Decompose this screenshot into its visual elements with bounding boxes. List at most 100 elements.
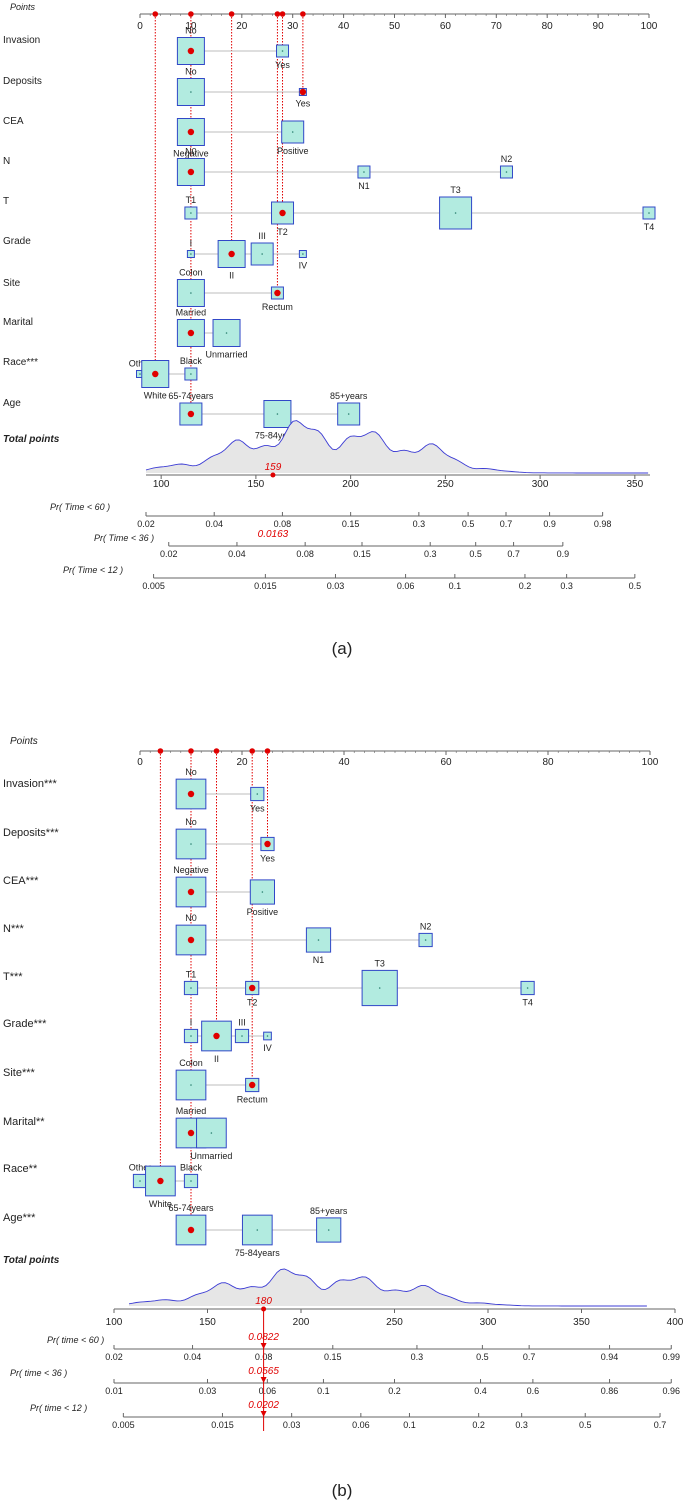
points-axis-tick-label: 60 (440, 757, 452, 768)
probability-axis-title: Pr( time < 12 ) (30, 1403, 87, 1413)
level-label: N2 (501, 154, 513, 164)
selected-level-marker (187, 128, 195, 136)
total-points-title: Total points (3, 434, 60, 445)
variable-name: N*** (3, 923, 25, 935)
level-label: 75-84years (235, 1248, 281, 1258)
density-fill (128, 1269, 647, 1306)
points-axis-tick-label: 40 (338, 757, 350, 768)
level-box-center (190, 843, 192, 845)
probability-axis-tick-label: 0.7 (507, 549, 520, 559)
level-label: Unmarried (206, 350, 248, 360)
level-box (176, 118, 205, 146)
probability-axis-tick-label: 0.3 (424, 549, 437, 559)
level-box-center (648, 212, 650, 214)
probability-axis-tick-label: 0.5 (462, 519, 475, 529)
probability-axis-tick-label: 0.06 (397, 581, 415, 591)
total-points-tick-label: 200 (342, 479, 359, 490)
level-label: Negative (173, 865, 209, 875)
level-label: 65-74years (168, 391, 214, 401)
total-points-marker (270, 472, 276, 478)
level-label: Yes (296, 99, 311, 109)
points-axis-marker (264, 748, 271, 754)
probability-axis-tick-label: 0.96 (662, 1386, 680, 1396)
selected-level-marker (228, 250, 235, 258)
points-axis-tick-label: 100 (641, 21, 658, 32)
selected-level-marker (152, 370, 159, 378)
variable-name: Race** (3, 1163, 38, 1175)
total-points-tick-label: 300 (532, 479, 549, 490)
probability-axis-tick-label: 0.94 (601, 1352, 619, 1362)
level-label: N1 (358, 181, 370, 191)
level-box-center (261, 891, 264, 893)
probability-axis-tick-label: 0.2 (519, 581, 532, 591)
level-box-center (276, 413, 279, 415)
probability-axis-tick-label: 0.5 (476, 1352, 489, 1362)
total-points-marked-label: 180 (255, 1296, 272, 1307)
total-points-tick-label: 300 (480, 1317, 497, 1328)
level-label: White (149, 1199, 172, 1209)
points-axis-marker (279, 11, 286, 17)
level-box-center (190, 987, 192, 989)
points-axis-marker (188, 11, 194, 17)
total-points-tick-label: 150 (199, 1317, 216, 1328)
level-label: N0 (185, 147, 197, 157)
level-label: Other (129, 1162, 152, 1172)
probability-axis-tick-label: 0.015 (254, 581, 277, 591)
total-points-tick-label: 400 (667, 1317, 684, 1328)
level-label: Negative (173, 149, 209, 159)
points-axis-marker (152, 11, 159, 17)
points-axis-tick-label: 0 (137, 757, 143, 768)
level-label: No (185, 767, 197, 777)
points-axis-marker (249, 748, 255, 754)
level-label: II (214, 1054, 219, 1064)
probability-marked-label: 0.0163 (258, 529, 289, 540)
probability-axis-tick-label: 0.04 (228, 549, 246, 559)
level-label: N1 (313, 955, 325, 965)
level-label: No (185, 26, 197, 36)
level-box-center (210, 1132, 213, 1134)
level-box-center (327, 1229, 330, 1231)
probability-axis-tick-label: 0.02 (160, 549, 178, 559)
points-axis-tick-label: 90 (593, 21, 605, 32)
variable-name: Marital** (3, 1116, 45, 1128)
probability-axis-tick-label: 0.015 (211, 1420, 234, 1430)
level-label: N2 (420, 921, 432, 931)
level-box-center (291, 131, 294, 133)
probability-axis-tick-label: 0.7 (523, 1352, 536, 1362)
probability-axis-tick-label: 0.86 (601, 1386, 619, 1396)
points-axis-tick-label: 100 (642, 757, 659, 768)
selected-level-marker (187, 888, 195, 896)
selected-level-marker (299, 88, 307, 96)
points-axis-marker (228, 11, 235, 17)
points-axis-title: Points (10, 2, 36, 12)
probability-axis-tick-label: 0.98 (594, 519, 612, 529)
probability-axis-tick-label: 0.005 (142, 581, 165, 591)
probability-axis-tick-label: 0.99 (662, 1352, 680, 1362)
probability-axis-tick-label: 0.9 (557, 549, 570, 559)
variable-name: Deposits (3, 76, 42, 87)
density-line (145, 420, 649, 474)
selected-level-marker (187, 936, 195, 944)
level-label: Yes (250, 804, 265, 814)
total-points-tick-label: 200 (293, 1317, 310, 1328)
level-label: Rectum (237, 1095, 268, 1105)
level-label: III (258, 231, 266, 241)
probability-axis-tick-label: 0.4 (474, 1386, 487, 1396)
level-label: III (238, 1017, 246, 1027)
total-points-tick-label: 150 (248, 479, 265, 490)
probability-axis-tick-label: 0.15 (324, 1352, 342, 1362)
probability-axis-tick-label: 0.08 (274, 519, 292, 529)
level-box-center (454, 212, 457, 214)
points-axis-tick-label: 80 (542, 757, 554, 768)
points-axis-marker (213, 748, 220, 754)
probability-axis-tick-label: 0.06 (259, 1386, 277, 1396)
variable-name: Marital (3, 317, 33, 328)
selected-level-marker (187, 168, 195, 176)
level-label: No (185, 817, 197, 827)
level-label: T4 (522, 998, 533, 1008)
level-box-center (261, 253, 263, 255)
probability-axis-tick-label: 0.2 (388, 1386, 401, 1396)
level-label: Positive (277, 146, 309, 156)
